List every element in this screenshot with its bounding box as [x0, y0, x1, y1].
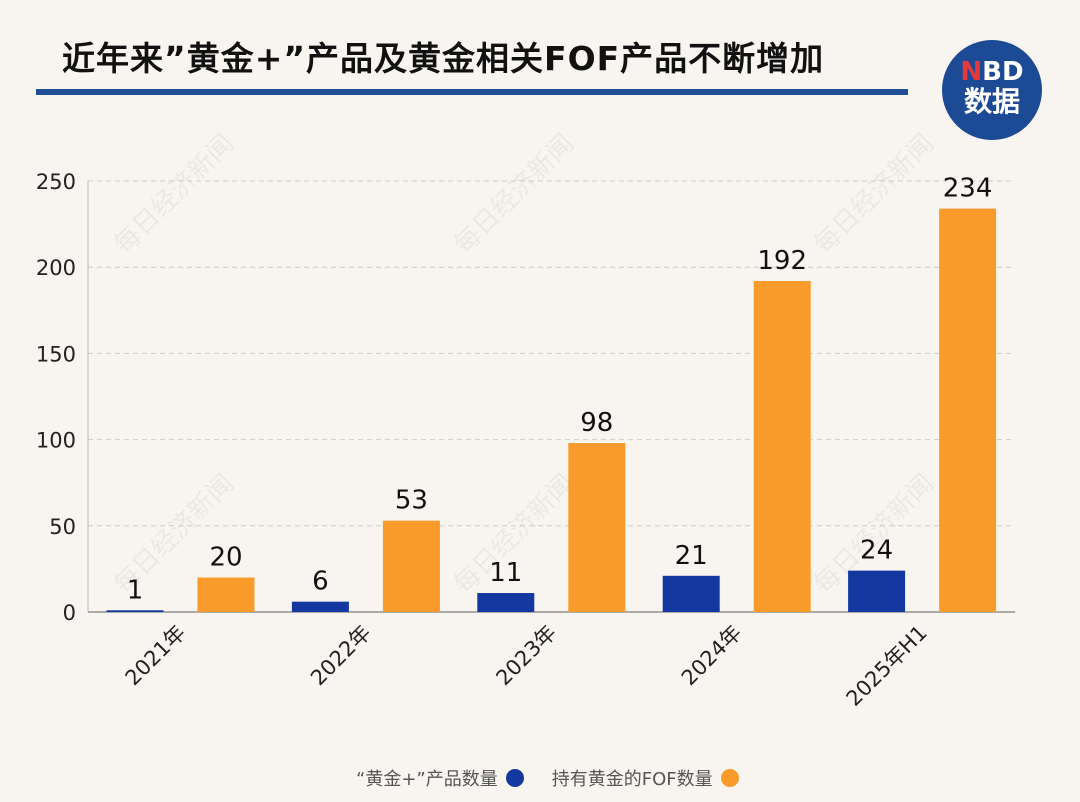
- data-label: 6: [312, 567, 329, 597]
- y-tick-label: 150: [36, 342, 76, 366]
- y-tick-label: 0: [63, 601, 76, 625]
- data-label: 21: [675, 541, 708, 571]
- watermark: 每日经济新闻: [449, 129, 581, 261]
- data-label: 53: [395, 486, 428, 516]
- logo-text: 数据: [963, 85, 1020, 118]
- y-tick-label: 100: [36, 429, 76, 453]
- bar-gold-plus: [848, 570, 906, 612]
- title-underline: [36, 89, 908, 95]
- x-tick-label: 2022年: [306, 621, 376, 691]
- legend-label-orange: 持有黄金的FOF数量: [551, 769, 713, 790]
- y-tick-label: 200: [36, 256, 76, 280]
- bar-fof: [753, 280, 811, 612]
- y-tick-label: 50: [49, 515, 76, 539]
- data-label: 11: [489, 558, 522, 588]
- x-tick-label: 2025年H1: [842, 621, 932, 711]
- bar-gold-plus: [477, 593, 535, 612]
- x-tick-label: 2021年: [121, 621, 191, 691]
- chart-title: 近年来”黄金+”产品及黄金相关FOF产品不断增加: [62, 39, 825, 78]
- data-label: 192: [757, 246, 807, 276]
- x-tick-label: 2024年: [677, 621, 747, 691]
- watermark: 每日经济新闻: [109, 129, 241, 261]
- nbd-logo: NBD 数据: [942, 40, 1042, 140]
- data-label: 24: [860, 536, 893, 566]
- legend-dot-blue: [505, 769, 524, 787]
- bar-fof: [197, 577, 255, 612]
- data-label: 1: [127, 575, 144, 605]
- bar-gold-plus: [291, 601, 349, 612]
- data-label: 234: [943, 174, 993, 204]
- logo-bd: BD: [982, 57, 1024, 87]
- data-label: 98: [580, 408, 613, 438]
- legend: “黄金+”产品数量 持有黄金的FOF数量: [356, 765, 749, 791]
- bar-fof: [568, 443, 626, 612]
- y-tick-label: 250: [36, 170, 76, 194]
- bar-fof: [939, 208, 997, 613]
- bar-fof: [382, 520, 440, 612]
- legend-label-blue: “黄金+”产品数量: [356, 769, 498, 790]
- data-label: 20: [209, 543, 242, 573]
- bar-gold-plus: [106, 610, 164, 612]
- watermark: 每日经济新闻: [809, 129, 941, 261]
- legend-dot-orange: [720, 769, 739, 787]
- x-tick-label: 2023年: [491, 621, 561, 691]
- bar-gold-plus: [662, 575, 720, 612]
- logo-n: N: [960, 57, 983, 87]
